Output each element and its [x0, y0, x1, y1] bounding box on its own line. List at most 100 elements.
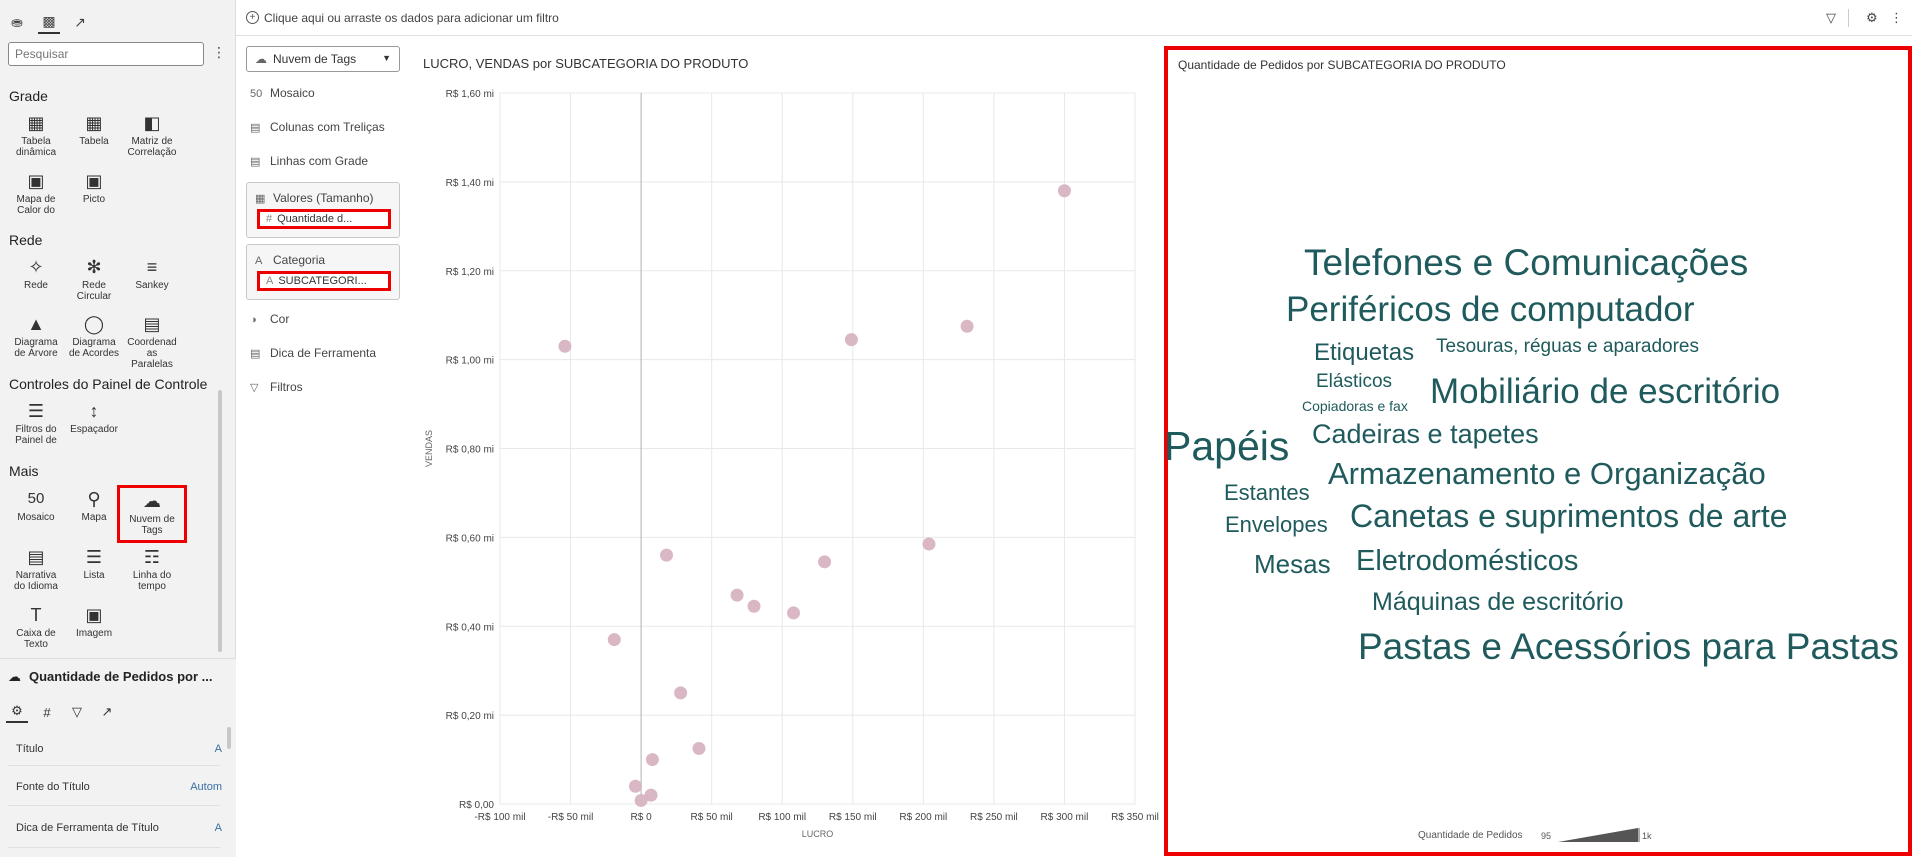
data-point[interactable]: [730, 588, 744, 602]
data-point[interactable]: [607, 633, 621, 647]
tag[interactable]: Telefones e Comunicações: [1304, 242, 1749, 283]
general-tab-gear-icon[interactable]: ⚙: [6, 701, 28, 723]
tag[interactable]: Elásticos: [1316, 371, 1393, 392]
more-options-icon[interactable]: ⋮: [1890, 10, 1903, 25]
prop-titulo-value[interactable]: A: [214, 743, 222, 755]
vis-lista[interactable]: ☰ Lista: [67, 546, 121, 581]
valores-pill[interactable]: # Quantidade d...: [257, 209, 391, 229]
search-input[interactable]: [8, 42, 204, 66]
vis-filtros-painel[interactable]: ☰ Filtros do Painel de: [9, 400, 63, 446]
grammar-dica[interactable]: ▤ Dica de Ferramenta: [250, 346, 377, 360]
grammar-filtros[interactable]: ▽ Filtros: [250, 380, 303, 394]
tag[interactable]: Envelopes: [1225, 512, 1328, 537]
filters-tab-funnel-icon[interactable]: ▽: [72, 704, 82, 719]
filter-bar[interactable]: + Clique aqui ou arraste os dados para a…: [236, 0, 1912, 36]
grammar-linhas-grade[interactable]: ▤ Linhas com Grade: [250, 154, 369, 168]
vis-diagrama-acordes[interactable]: ◯ Diagrama de Acordes: [68, 314, 120, 359]
grammar-cor[interactable]: ◑ Cor: [250, 312, 290, 326]
visualizations-tab-bar-chart-icon[interactable]: ▩: [38, 10, 60, 34]
vis-mosaico[interactable]: 50 Mosaico: [9, 488, 63, 523]
vis-imagem[interactable]: ▣ Imagem: [67, 604, 121, 639]
sankey-icon: ≡: [146, 257, 158, 277]
data-point[interactable]: [787, 606, 801, 620]
rows-icon: ▤: [250, 156, 261, 168]
visualization-type-select[interactable]: ☁ Nuvem de Tags ▼: [246, 46, 400, 72]
filter-options-icon[interactable]: ▽: [1826, 10, 1836, 25]
tag[interactable]: Máquinas de escritório: [1372, 588, 1624, 616]
grammar-valores-tamanho[interactable]: ▦ Valores (Tamanho) # Quantidade d...: [246, 182, 400, 238]
analytics-tab-trend-icon[interactable]: ↗: [101, 704, 113, 719]
vis-linha-tempo[interactable]: ☶ Linha do tempo: [125, 546, 179, 592]
tag[interactable]: Etiquetas: [1314, 339, 1415, 366]
language-narrative-icon: ▤: [27, 547, 45, 567]
categoria-pill[interactable]: A SUBCATEGORI...: [257, 271, 391, 291]
section-rede: Rede: [9, 232, 43, 248]
data-point[interactable]: [922, 537, 936, 551]
tag[interactable]: Mobiliário de escritório: [1430, 372, 1781, 411]
vis-rede-circular[interactable]: ✻ Rede Circular: [67, 256, 121, 302]
vis-nuvem-tags[interactable]: ☁ Nuvem de Tags: [117, 485, 187, 543]
data-point[interactable]: [660, 548, 674, 562]
legend-ramp: [1558, 828, 1640, 842]
data-point[interactable]: [628, 779, 642, 793]
tag[interactable]: Periféricos de computador: [1286, 290, 1695, 329]
tag[interactable]: Armazenamento e Organização: [1328, 456, 1766, 491]
left-scrollbar[interactable]: [218, 390, 222, 652]
data-point[interactable]: [844, 333, 858, 347]
vis-coordenadas-paralelas[interactable]: ▤ Coordenad as Paralelas: [125, 313, 179, 370]
vis-espacador[interactable]: ↕ Espaçador: [67, 400, 121, 435]
vis-sankey[interactable]: ≡ Sankey: [125, 256, 179, 291]
settings-icon[interactable]: ⚙: [1866, 10, 1878, 25]
more-options-icon[interactable]: ⋮: [212, 44, 226, 60]
funnel-icon: ▽: [250, 382, 259, 394]
tag[interactable]: Copiadoras e fax: [1302, 398, 1408, 414]
scatter-chart-panel[interactable]: LUCRO, VENDAS por SUBCATEGORIA DO PRODUT…: [410, 36, 1160, 857]
grammar-categoria[interactable]: A Categoria A SUBCATEGORI...: [246, 244, 400, 300]
scatter-chart[interactable]: R$ 0,00 R$ 0,20 mi R$ 0,40 mi R$ 0,60 mi R$ …: [410, 36, 1160, 857]
grammar-mosaico[interactable]: 50 Mosaico: [250, 86, 315, 100]
data-point[interactable]: [634, 793, 648, 807]
tag[interactable]: Tesouras, réguas e aparadores: [1436, 336, 1699, 357]
data-point[interactable]: [818, 555, 832, 569]
filter-bar-hint[interactable]: Clique aqui ou arraste os dados para adi…: [264, 11, 559, 25]
vis-caixa-texto[interactable]: T Caixa de Texto: [9, 604, 63, 650]
analytics-tab-trend-icon[interactable]: ↗: [74, 13, 86, 30]
vis-matriz-correlacao[interactable]: ◧ Matriz de Correlação: [125, 112, 179, 158]
data-point[interactable]: [674, 686, 688, 700]
grammar-colunas-trelicas[interactable]: ▤ Colunas com Treliças: [250, 120, 385, 134]
vis-mapa-calor[interactable]: ▣ Mapa de Calor do: [9, 170, 63, 216]
tag[interactable]: Papéis: [1164, 423, 1290, 469]
vis-tabela-dinamica[interactable]: ▦ Tabela dinâmica: [9, 112, 63, 158]
vis-rede[interactable]: ✧ Rede: [9, 256, 63, 291]
chevron-down-icon: ▼: [382, 53, 391, 63]
data-point[interactable]: [747, 599, 761, 613]
data-point[interactable]: [960, 319, 974, 333]
parallel-coordinates-icon: ▤: [143, 314, 161, 334]
tag-cloud-icon: ☁: [255, 52, 267, 66]
prop-fonte-titulo-value[interactable]: Autom: [190, 781, 222, 793]
vis-diagrama-arvore[interactable]: ▲ Diagrama de Árvore: [9, 313, 63, 359]
tag-cloud-panel[interactable]: Quantidade de Pedidos por SUBCATEGORIA D…: [1164, 46, 1912, 856]
tag[interactable]: Canetas e suprimentos de arte: [1350, 498, 1788, 534]
data-point[interactable]: [644, 788, 658, 802]
data-point[interactable]: [1057, 184, 1071, 198]
tag[interactable]: Pastas e Acessórios para Pastas: [1358, 626, 1899, 667]
prop-dica-titulo-value[interactable]: A: [214, 822, 222, 834]
tag[interactable]: Eletrodomésticos: [1356, 545, 1579, 577]
properties-scrollbar[interactable]: [227, 727, 231, 749]
vis-narrativa[interactable]: ▤ Narrativa do Idioma: [9, 546, 63, 592]
vis-picto[interactable]: ▣ Picto: [67, 170, 121, 205]
tag[interactable]: Cadeiras e tapetes: [1312, 419, 1539, 449]
values-tab-hash-icon[interactable]: #: [43, 704, 51, 720]
tag[interactable]: Estantes: [1224, 480, 1310, 505]
tag[interactable]: Mesas: [1254, 549, 1331, 579]
data-point[interactable]: [645, 753, 659, 767]
add-filter-icon[interactable]: +: [246, 11, 259, 24]
data-point[interactable]: [558, 339, 572, 353]
data-tab-database-icon[interactable]: ⛂: [11, 13, 23, 30]
data-point[interactable]: [692, 741, 706, 755]
left-panel: ⛂ ▩ ↗ ⋮ Grade ▦Tabela dinâmica ▦Tabela ◧…: [0, 0, 236, 857]
vis-mapa[interactable]: ⚲ Mapa: [67, 488, 121, 523]
y-tick-label: R$ 0,80 mi: [446, 445, 494, 456]
vis-tabela[interactable]: ▦ Tabela: [67, 112, 121, 147]
